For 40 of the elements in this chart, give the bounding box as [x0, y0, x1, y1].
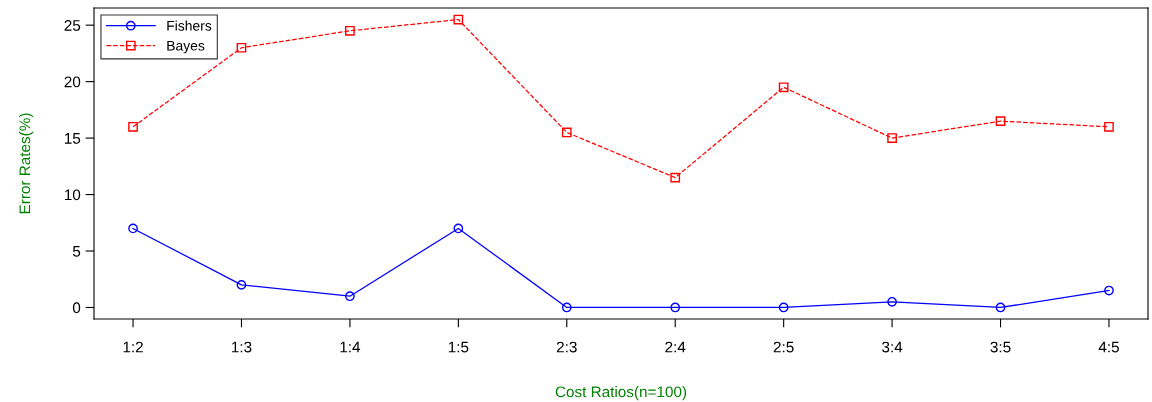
point — [561, 302, 572, 313]
point — [778, 82, 789, 93]
x-tick-label: 3:4 — [882, 341, 903, 353]
legend-label: Bayes — [167, 40, 205, 54]
x-tick-label: 2:3 — [556, 341, 577, 353]
point — [995, 302, 1006, 313]
x-tick-label: 1:3 — [232, 341, 252, 353]
point — [453, 223, 464, 234]
y-axis-title: Error Rates(%) — [19, 113, 34, 214]
y-tick-label: 5 — [72, 246, 81, 257]
x-tick-label: 4:5 — [1098, 341, 1119, 353]
point — [670, 302, 681, 313]
point — [1104, 285, 1114, 296]
point — [128, 223, 138, 234]
legend-label: Fishers — [167, 20, 212, 31]
y-tick-label: 25 — [64, 20, 81, 31]
x-tick-label: 1:2 — [123, 341, 143, 353]
point — [561, 127, 572, 138]
point — [236, 42, 247, 53]
point — [887, 133, 897, 143]
y-tick-label: 15 — [64, 133, 81, 144]
point — [345, 291, 355, 302]
point — [670, 172, 681, 183]
y-tick-label: 20 — [64, 76, 81, 88]
point — [453, 14, 464, 25]
y-tick-label: 10 — [64, 189, 81, 201]
x-tick-label: 2:4 — [665, 341, 686, 353]
point — [345, 25, 355, 36]
x-tick-label: 1:4 — [340, 341, 361, 353]
x-tick-label: 1:5 — [448, 341, 469, 353]
x-axis-title: Cost Ratios(n=100) — [555, 386, 687, 401]
x-tick-label: 3:5 — [990, 341, 1011, 353]
point — [778, 302, 789, 313]
y-tick-label: 0 — [72, 302, 81, 314]
point — [128, 121, 138, 132]
point — [995, 116, 1006, 127]
point — [887, 296, 897, 307]
x-tick-label: 2:5 — [773, 341, 794, 353]
point — [1104, 121, 1114, 132]
point — [236, 280, 247, 290]
